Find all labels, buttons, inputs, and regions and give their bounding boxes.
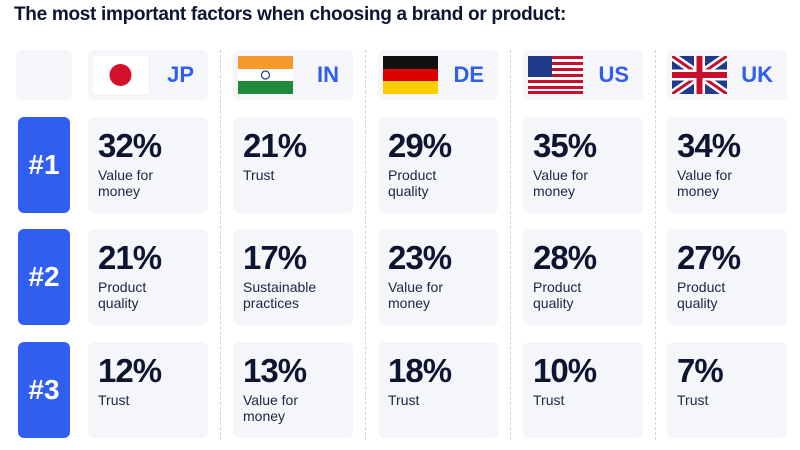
factor-cell: 28% Product quality [523,229,643,325]
factor-cell: 17% Sustainable practices [233,229,353,325]
percent: 27% [677,239,741,276]
separator [365,50,366,440]
flag-jp [93,56,148,94]
country-code: DE [453,62,484,87]
separator [510,50,511,440]
percent: 35% [533,127,597,164]
factor: Product quality [98,279,147,311]
rank-label: #1 [18,117,70,213]
country-code: JP [167,62,194,87]
factor-cell: 21% Trust [233,117,353,213]
title: The most important factors when choosing… [14,4,567,25]
factor: Value for money [243,392,298,424]
percent: 28% [533,239,597,276]
factor: Trust [243,167,275,183]
country-header: US [523,50,643,100]
factor: Trust [533,392,565,408]
percent: 12% [98,352,162,389]
percent: 21% [243,127,307,164]
factor: Trust [677,392,709,408]
flag-de [383,56,438,94]
percent: 34% [677,127,741,164]
percent: 21% [98,239,162,276]
factor-cell: 32% Value for money [88,117,208,213]
factor-cell: 12% Trust [88,342,208,438]
percent: 7% [677,352,724,389]
percent: 18% [388,352,452,389]
country-header: JP [88,50,208,100]
country-code: IN [317,62,339,87]
factor-cell: 29% Product quality [378,117,498,213]
rank-label: #2 [18,229,70,325]
factor: Value for money [677,167,732,199]
factor-cell: 23% Value for money [378,229,498,325]
country-code: UK [741,62,773,87]
factor: Sustainable practices [243,279,317,311]
country-header: IN [233,50,353,100]
factor: Trust [388,392,420,408]
factor-cell: 21% Product quality [88,229,208,325]
factor-cell: 7% Trust [667,342,787,438]
factor: Value for money [533,167,588,199]
rank-label: #3 [18,342,70,438]
percent: 23% [388,239,452,276]
factor: Value for money [98,167,153,199]
flag-us [528,56,583,94]
percent: 13% [243,352,307,389]
factor: Product quality [677,279,726,311]
factor-cell: 34% Value for money [667,117,787,213]
factor-cell: 13% Value for money [233,342,353,438]
separator [655,50,656,440]
percent: 32% [98,127,162,164]
factor-cell: 27% Product quality [667,229,787,325]
factor: Product quality [388,167,437,199]
factor: Trust [98,392,130,408]
flag-uk [672,56,727,94]
separator [220,50,221,440]
percent: 29% [388,127,452,164]
factor-cell: 18% Trust [378,342,498,438]
percent: 17% [243,239,307,276]
corner-cell [16,50,72,100]
percent: 10% [533,352,597,389]
factor: Product quality [533,279,582,311]
factor-cell: 35% Value for money [523,117,643,213]
country-header: UK [667,50,787,100]
country-code: US [598,62,629,87]
flag-in [238,56,293,94]
factor-cell: 10% Trust [523,342,643,438]
country-header: DE [378,50,498,100]
factor: Value for money [388,279,443,311]
